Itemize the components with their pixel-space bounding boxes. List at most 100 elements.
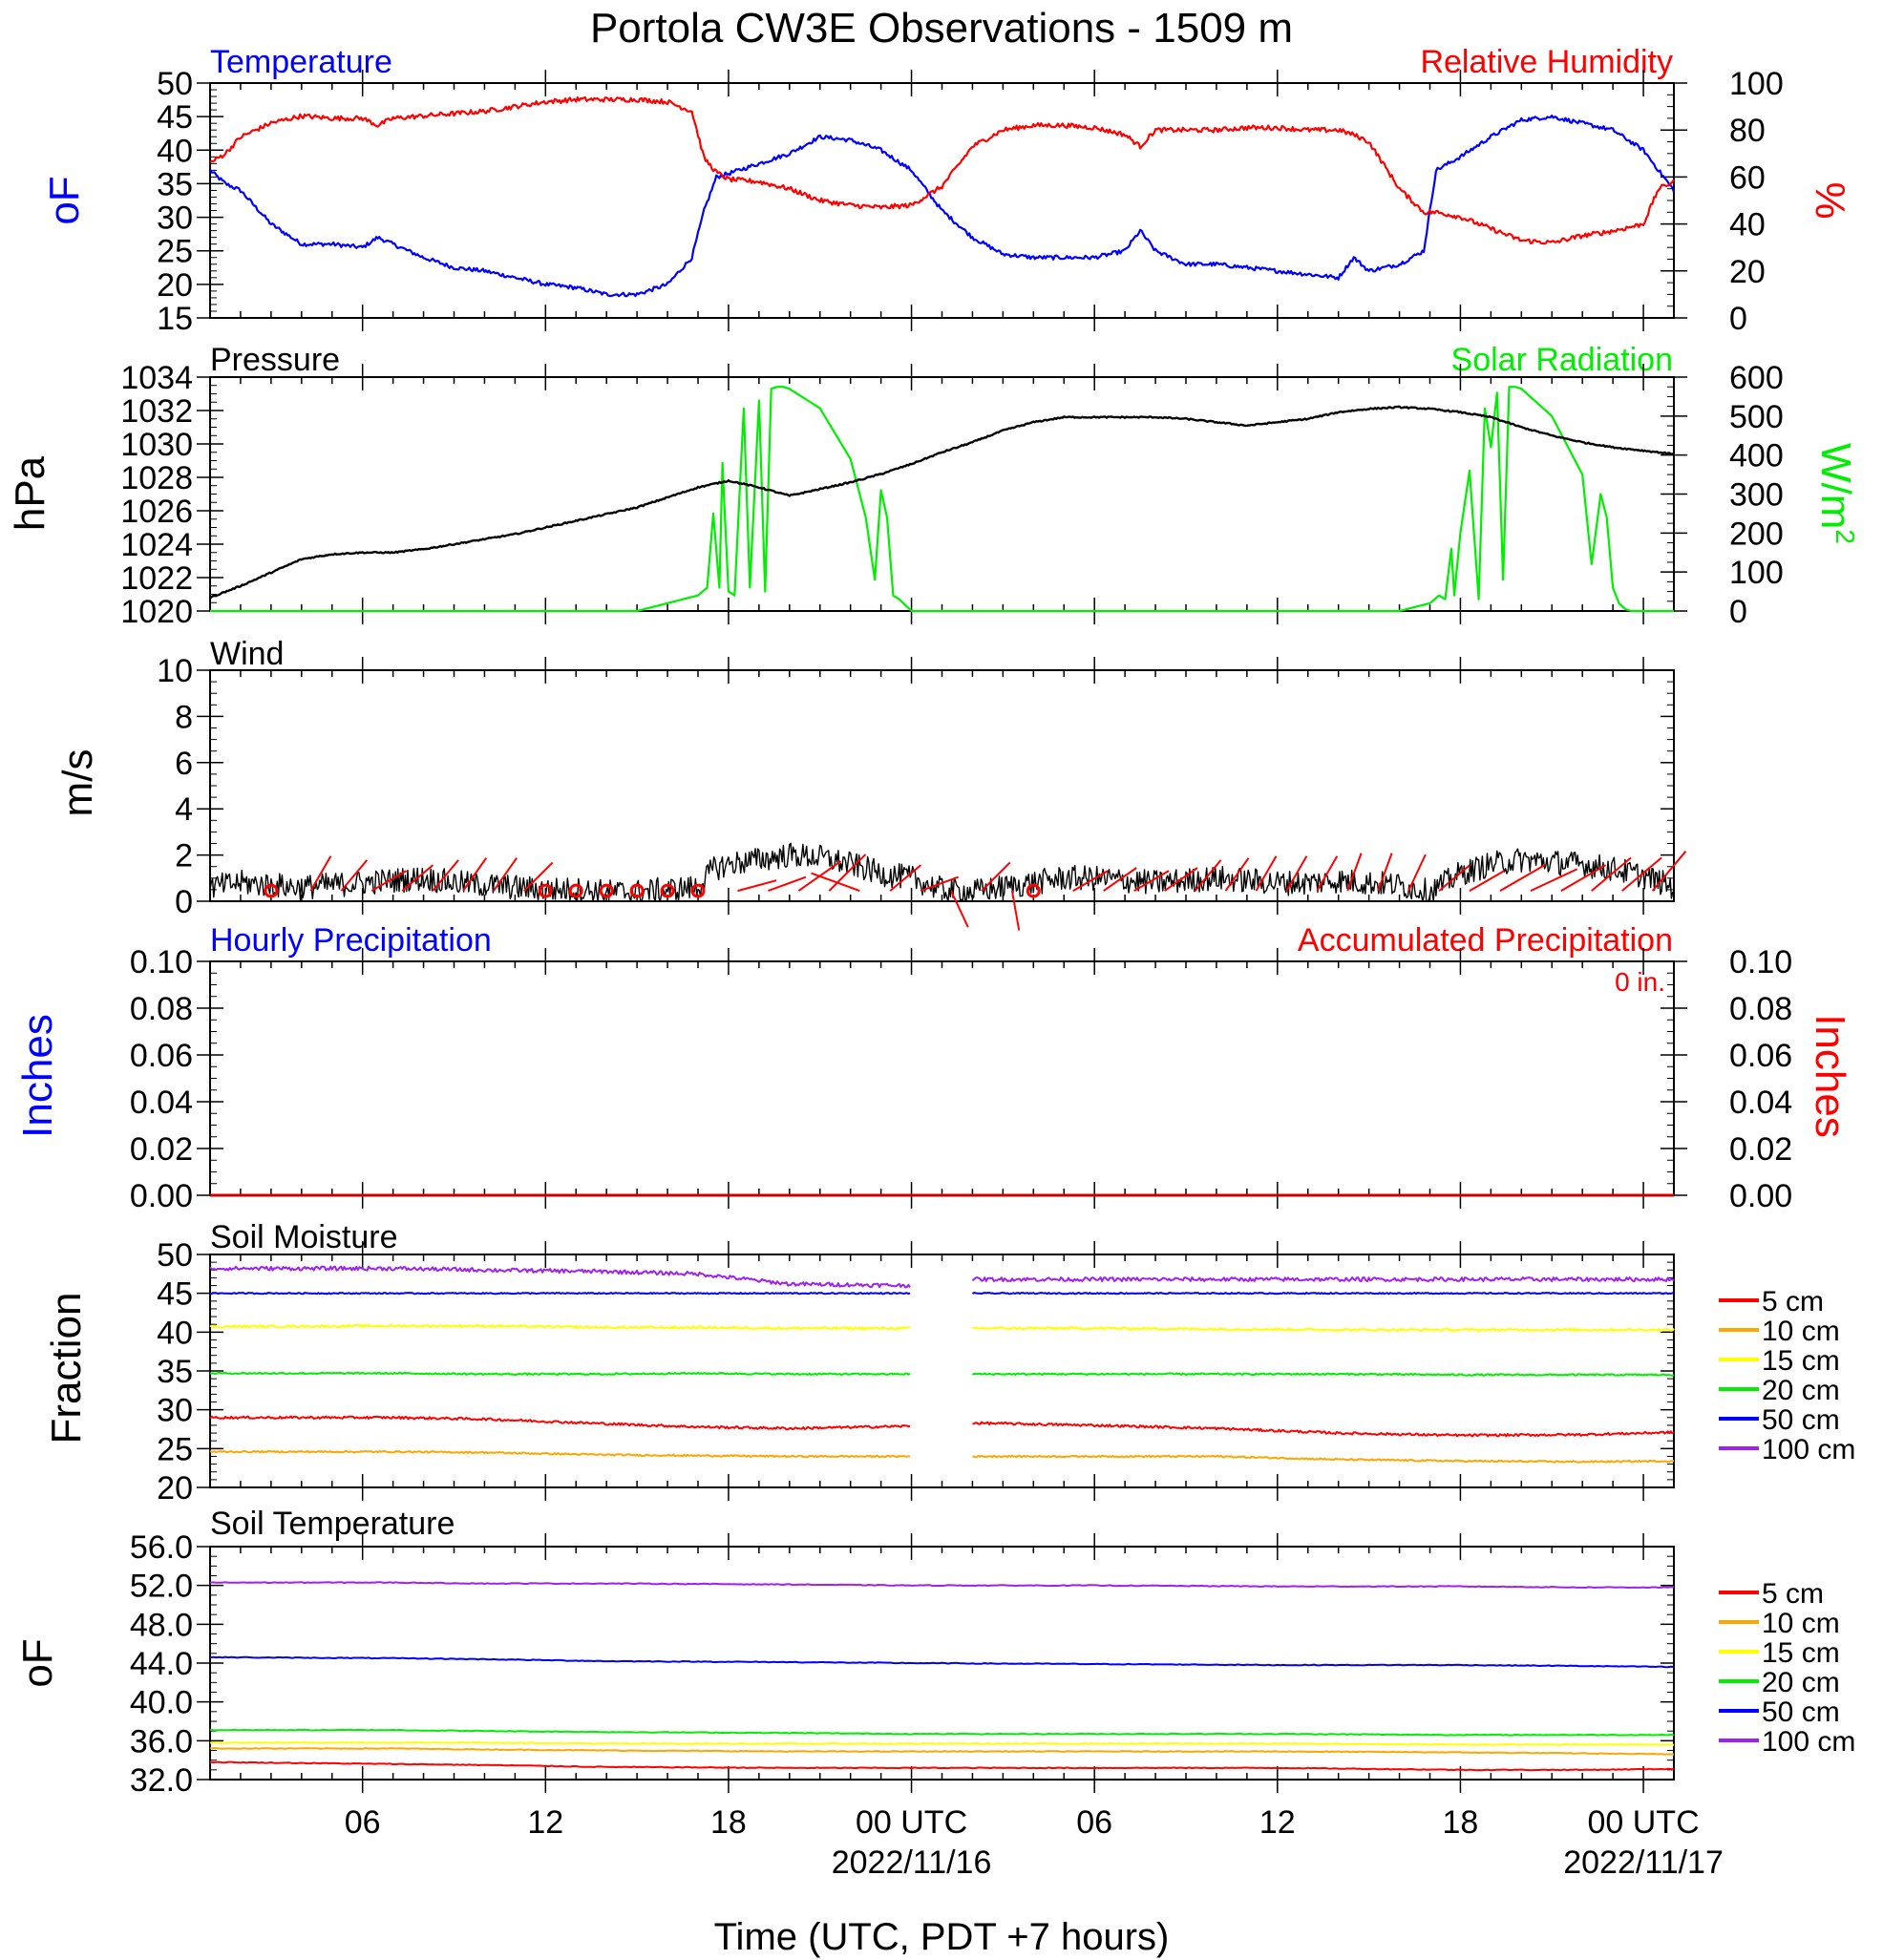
temp_rh-y-tick-label: 15 [157,301,193,337]
pressure_solar-right-y-tick-label: 600 [1729,360,1784,396]
wind-barb [1621,856,1662,892]
pressure_solar-right-y-tick-label: 300 [1729,477,1784,514]
soil_temp-y-tick-label: 36.0 [130,1723,193,1760]
pressure_solar-right-y-tick-label: 400 [1729,438,1784,474]
soil_temp-10-cm-line [210,1747,1675,1756]
soil_temp-y-tick-label: 40.0 [130,1685,193,1721]
pressure_solar-right-y-tick-label: 200 [1729,516,1784,552]
wind-barb [1072,870,1109,892]
wind-barb [401,864,434,892]
soil_moisture-50-cm-line [210,1292,911,1296]
temperature-unit-label: oF [41,176,88,224]
wind-y-tick-label: 10 [157,653,193,689]
wind-calm-marker [599,883,614,898]
precip-y-tick-label: 0.04 [130,1085,193,1121]
temp_rh-y-tick-label: 25 [157,234,193,270]
soil-temperature-legend-label: 100 cm [1762,1726,1855,1758]
pressure_solar-pressure-line [209,405,1675,600]
soil_moisture-20-cm-line [971,1372,1675,1377]
wind-calm-marker [629,883,645,898]
soil_temp-50-cm-line [209,1655,1675,1669]
soil_moisture-15-cm-line [972,1326,1675,1333]
temp_rh-y-tick-label: 45 [157,99,193,136]
wind-calm-marker [690,883,706,898]
temp_rh-y-tick-label: 20 [157,267,193,304]
solar-title: Solar Radiation [1451,342,1673,378]
wind-calm-marker [568,883,583,898]
soil_moisture-10-cm-line [209,1449,911,1459]
soil-moisture-legend-label: 50 cm [1762,1404,1840,1436]
precipitation-panel: Hourly Precipitation Accumulated Precipi… [14,922,1853,1214]
soil_moisture-10-cm-line [972,1454,1675,1464]
wind-barb [1499,864,1546,892]
wind-y-tick-label: 6 [175,746,193,782]
soil_temp-y-tick-label: 52.0 [130,1569,193,1605]
pressure_solar-y-tick-label: 1032 [120,393,193,430]
pressure_solar-y-tick-label: 1022 [120,560,193,597]
precip-right-y-tick-label: 0.08 [1729,991,1792,1027]
wind-barb [1194,859,1222,892]
soil-temperature-unit-label: oF [14,1638,61,1687]
precip-right-y-tick-label: 0.00 [1729,1178,1792,1214]
wind-barb [1530,868,1578,893]
precip-y-tick-label: 0.10 [130,944,193,980]
x-tick-date-label: 2022/11/17 [1563,1844,1724,1881]
temp_rh-right-y-tick-label: 40 [1729,207,1766,243]
soil-moisture-legend-label: 10 cm [1762,1316,1840,1347]
wind-barb [811,872,860,893]
soil_moisture-y-tick-label: 40 [157,1315,193,1351]
precip-right-y-tick-label: 0.10 [1729,944,1792,980]
wind-barb [950,890,969,928]
soil_temp-y-tick-label: 32.0 [130,1762,193,1799]
solar-unit-label: W/m2 [1812,443,1861,544]
soil-temperature-panel: Soil Temperature oF 32.036.040.044.048.0… [14,1506,1855,1799]
soil-temperature-legend-label: 50 cm [1762,1697,1840,1728]
wind-barb [1377,853,1393,892]
soil_moisture-100-cm-line [209,1265,911,1289]
pressure-title: Pressure [210,342,340,378]
temp_rh-temperature-line [209,114,1676,298]
x-axis-label: Time (UTC, PDT +7 hours) [714,1916,1170,1958]
temp_rh-y-tick-label: 50 [157,66,193,102]
x-tick-label: 06 [1076,1804,1112,1841]
wind-barb [768,875,807,893]
wind-barb [1133,870,1170,892]
wind-barb [370,870,408,892]
soil_moisture-y-tick-label: 35 [157,1354,193,1390]
pressure_solar-right-y-tick-label: 0 [1729,594,1747,630]
wind-barb [920,875,959,893]
x-tick-label: 00 UTC [856,1804,967,1841]
wind-barb [889,864,922,892]
wind-calm-marker [264,883,279,898]
x-tick-label: 12 [1259,1804,1296,1841]
soil_moisture-50-cm-line [971,1292,1675,1296]
soil-moisture-title: Soil Moisture [210,1219,398,1255]
humidity-unit-label: % [1807,181,1853,219]
pressure_solar-y-tick-label: 1030 [120,427,193,463]
temp_rh-right-y-tick-label: 80 [1729,113,1766,149]
accum-precip-title: Accumulated Precipitation [1298,922,1673,959]
accum-precip-unit-label: Inches [1807,1014,1853,1138]
wind-y-tick-label: 4 [175,791,193,828]
wind-y-tick-label: 0 [175,884,193,920]
wind-title: Wind [210,636,284,672]
soil_moisture-y-tick-label: 50 [157,1237,193,1274]
pressure_solar-right-y-tick-label: 500 [1729,399,1784,435]
precip-y-tick-label: 0.02 [130,1131,193,1168]
soil_temp-100-cm-line [209,1581,1675,1589]
soil-moisture-legend-label: 100 cm [1762,1434,1855,1465]
wind-barb [1010,890,1021,931]
x-tick-date-label: 2022/11/16 [832,1844,992,1881]
humidity-title: Relative Humidity [1420,44,1673,80]
temp_rh-relative-humidity-line [209,95,1675,245]
precip-right-y-tick-label: 0.06 [1729,1038,1792,1074]
soil-moisture-legend-label: 15 cm [1762,1345,1840,1377]
soil-temperature-legend-label: 5 cm [1762,1578,1824,1610]
wind-barb [1224,857,1250,892]
soil_moisture-y-tick-label: 45 [157,1276,193,1313]
soil_temp-y-tick-label: 44.0 [130,1646,193,1682]
soil_temp-y-tick-label: 56.0 [130,1529,193,1566]
wind-barb [1255,855,1278,892]
